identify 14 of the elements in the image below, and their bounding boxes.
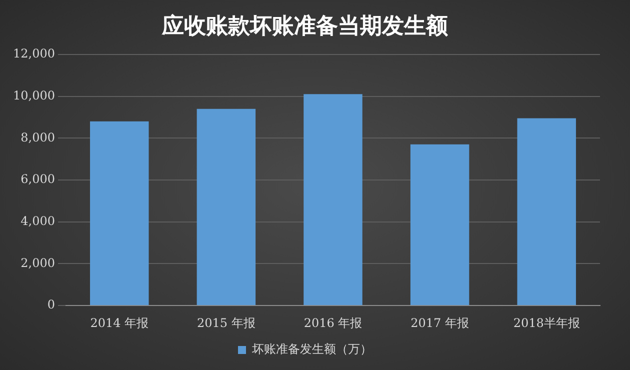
x-tick-label: 2018半年报 [513,316,580,330]
y-tick-label: 12,000 [12,46,55,61]
x-tick-label: 2015 年报 [197,316,256,330]
y-tick-label: 8,000 [20,130,55,144]
y-tick-label: 2,000 [20,256,55,270]
x-tick-label: 2017 年报 [410,316,469,330]
y-tick-label: 4,000 [20,214,55,228]
y-tick-label: 0 [47,298,55,312]
x-tick-label: 2016 年报 [304,316,362,330]
legend-label: 坏账准备发生额（万） [251,342,372,356]
y-tick-label: 10,000 [12,88,55,102]
y-tick-label: 6,000 [20,172,55,186]
chart-title: 应收账款坏账准备当期发生额 [161,12,449,39]
x-tick-label: 2014 年报 [90,316,149,330]
